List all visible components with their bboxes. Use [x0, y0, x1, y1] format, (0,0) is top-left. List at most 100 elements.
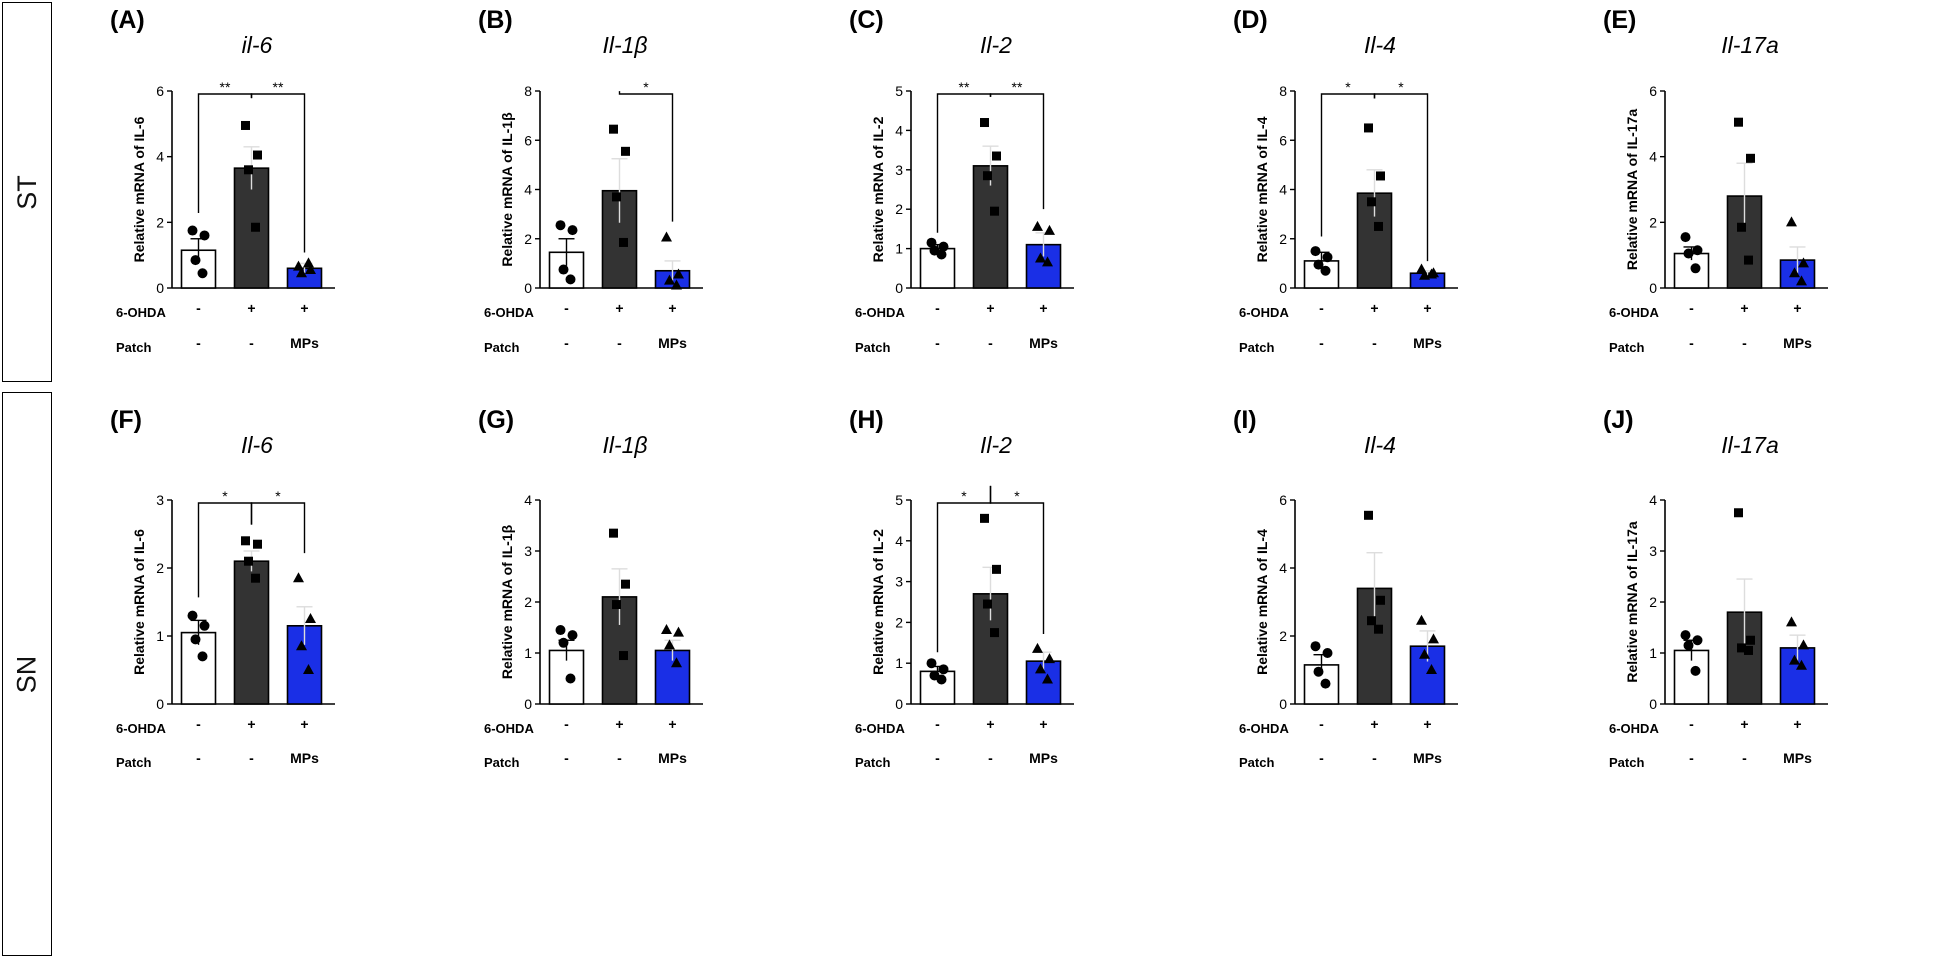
y-tick-label: 8: [1279, 83, 1287, 99]
significance-label: **: [273, 79, 284, 95]
panel-label: (A): [110, 6, 145, 34]
y-tick-label: 3: [1649, 543, 1657, 559]
treatment-mark: -: [196, 716, 201, 732]
treatment-mark: -: [564, 300, 569, 316]
treatment-row-label: 6-OHDA: [1239, 721, 1289, 736]
data-point: [251, 222, 260, 232]
data-point: [558, 264, 569, 275]
data-point: [244, 556, 253, 566]
treatment-mark: -: [935, 716, 940, 732]
data-point: [1367, 197, 1376, 207]
significance-bracket: [250, 502, 306, 554]
patch-row-label: Patch: [484, 755, 519, 770]
gene-title: Il-17a: [1721, 432, 1779, 458]
data-point: [241, 536, 250, 546]
treatment-mark: +: [986, 716, 994, 732]
patch-mark: -: [935, 335, 940, 351]
data-point: [980, 513, 989, 523]
data-point: [1376, 171, 1385, 181]
data-point: [244, 165, 253, 175]
treatment-mark: +: [1039, 300, 1047, 316]
patch-mark: -: [1689, 750, 1694, 766]
data-point: [938, 241, 949, 252]
data-point: [609, 124, 618, 134]
treatment-mark: -: [935, 300, 940, 316]
patch-row-label: Patch: [116, 340, 151, 355]
bar: [972, 165, 1009, 289]
gene-title: Il-6: [241, 432, 273, 458]
y-tick-label: 1: [524, 645, 532, 661]
y-tick-label: 5: [895, 83, 903, 99]
data-point: [1042, 256, 1053, 267]
treatment-row-label: 6-OHDA: [855, 305, 905, 320]
treatment-mark: +: [1793, 300, 1801, 316]
data-point: [197, 268, 208, 279]
treatment-mark: -: [196, 300, 201, 316]
patch-mark: MPs: [1029, 335, 1058, 351]
data-point: [621, 146, 630, 156]
panel-label: (H): [849, 406, 884, 434]
data-point: [555, 220, 566, 231]
y-tick-label: 0: [895, 696, 903, 712]
data-point: [293, 572, 304, 583]
treatment-mark: +: [615, 300, 623, 316]
y-tick-label: 1: [1649, 645, 1657, 661]
data-point: [187, 610, 198, 621]
y-tick-label: 1: [895, 655, 903, 671]
patch-row-label: Patch: [1609, 755, 1644, 770]
data-point: [1376, 595, 1385, 605]
data-point: [1744, 255, 1753, 265]
y-tick-label: 1: [156, 628, 164, 644]
y-tick-label: 0: [1279, 696, 1287, 712]
patch-mark: -: [196, 750, 201, 766]
y-tick-label: 2: [1649, 594, 1657, 610]
data-point: [671, 279, 682, 290]
data-point: [1322, 648, 1333, 658]
patch-mark: -: [1372, 750, 1377, 766]
data-point: [983, 171, 992, 181]
data-point: [253, 150, 262, 160]
y-axis-label: Relative mRNA of IL-17a: [1624, 109, 1640, 271]
data-point: [1692, 635, 1703, 646]
gene-title: Il-2: [980, 432, 1012, 458]
y-tick-label: 0: [1649, 696, 1657, 712]
patch-mark: -: [564, 750, 569, 766]
gene-title: il-6: [242, 32, 273, 58]
patch-mark: MPs: [658, 750, 687, 766]
significance-label: *: [961, 488, 967, 504]
y-tick-label: 4: [524, 492, 532, 508]
data-point: [938, 664, 949, 675]
data-point: [926, 237, 937, 248]
gene-title: Il-4: [1364, 32, 1396, 58]
data-point: [1310, 246, 1321, 257]
y-tick-label: 0: [1649, 280, 1657, 296]
data-point: [296, 267, 307, 278]
data-point: [1428, 633, 1439, 644]
y-axis-label: Relative mRNA of IL-1β: [499, 524, 515, 679]
y-tick-label: 3: [895, 574, 903, 590]
treatment-mark: +: [668, 716, 676, 732]
y-tick-label: 0: [524, 280, 532, 296]
y-axis-label: Relative mRNA of IL-6: [131, 116, 147, 262]
treatment-row-label: 6-OHDA: [855, 721, 905, 736]
treatment-mark: +: [247, 300, 255, 316]
significance-label: *: [275, 488, 281, 504]
y-tick-label: 6: [1279, 132, 1287, 148]
data-point: [1789, 654, 1800, 665]
data-point: [199, 230, 210, 241]
treatment-mark: +: [1423, 716, 1431, 732]
data-point: [567, 225, 578, 236]
data-point: [1737, 643, 1746, 653]
data-point: [619, 651, 628, 661]
data-point: [612, 600, 621, 610]
data-point: [926, 658, 937, 669]
patch-mark: MPs: [1783, 335, 1812, 351]
treatment-mark: +: [1793, 716, 1801, 732]
treatment-row-label: 6-OHDA: [484, 305, 534, 320]
patch-mark: -: [988, 335, 993, 351]
patch-row-label: Patch: [855, 755, 890, 770]
data-point: [612, 192, 621, 202]
data-point: [936, 674, 947, 685]
data-point: [305, 613, 316, 623]
patch-mark: -: [564, 335, 569, 351]
